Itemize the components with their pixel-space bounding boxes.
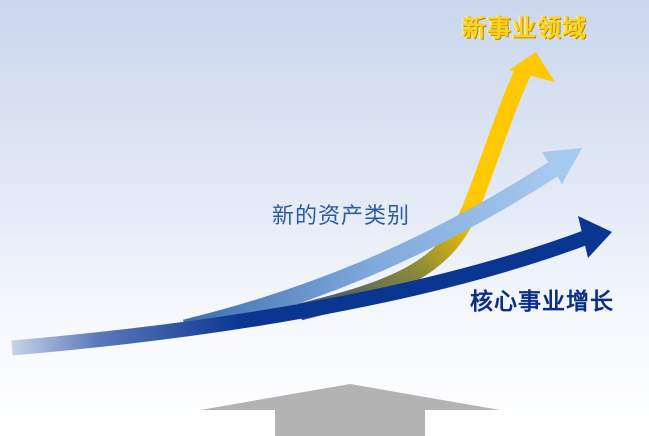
label-core-business-growth: 核心事业增长 [470,289,614,315]
navy-growth-arrow-icon [11,216,612,356]
label-new-business-fields: 新事业领域 [462,14,587,42]
label-new-asset-classes: 新的资产类别 [272,204,411,229]
gray-up-arrow-icon [200,384,500,436]
